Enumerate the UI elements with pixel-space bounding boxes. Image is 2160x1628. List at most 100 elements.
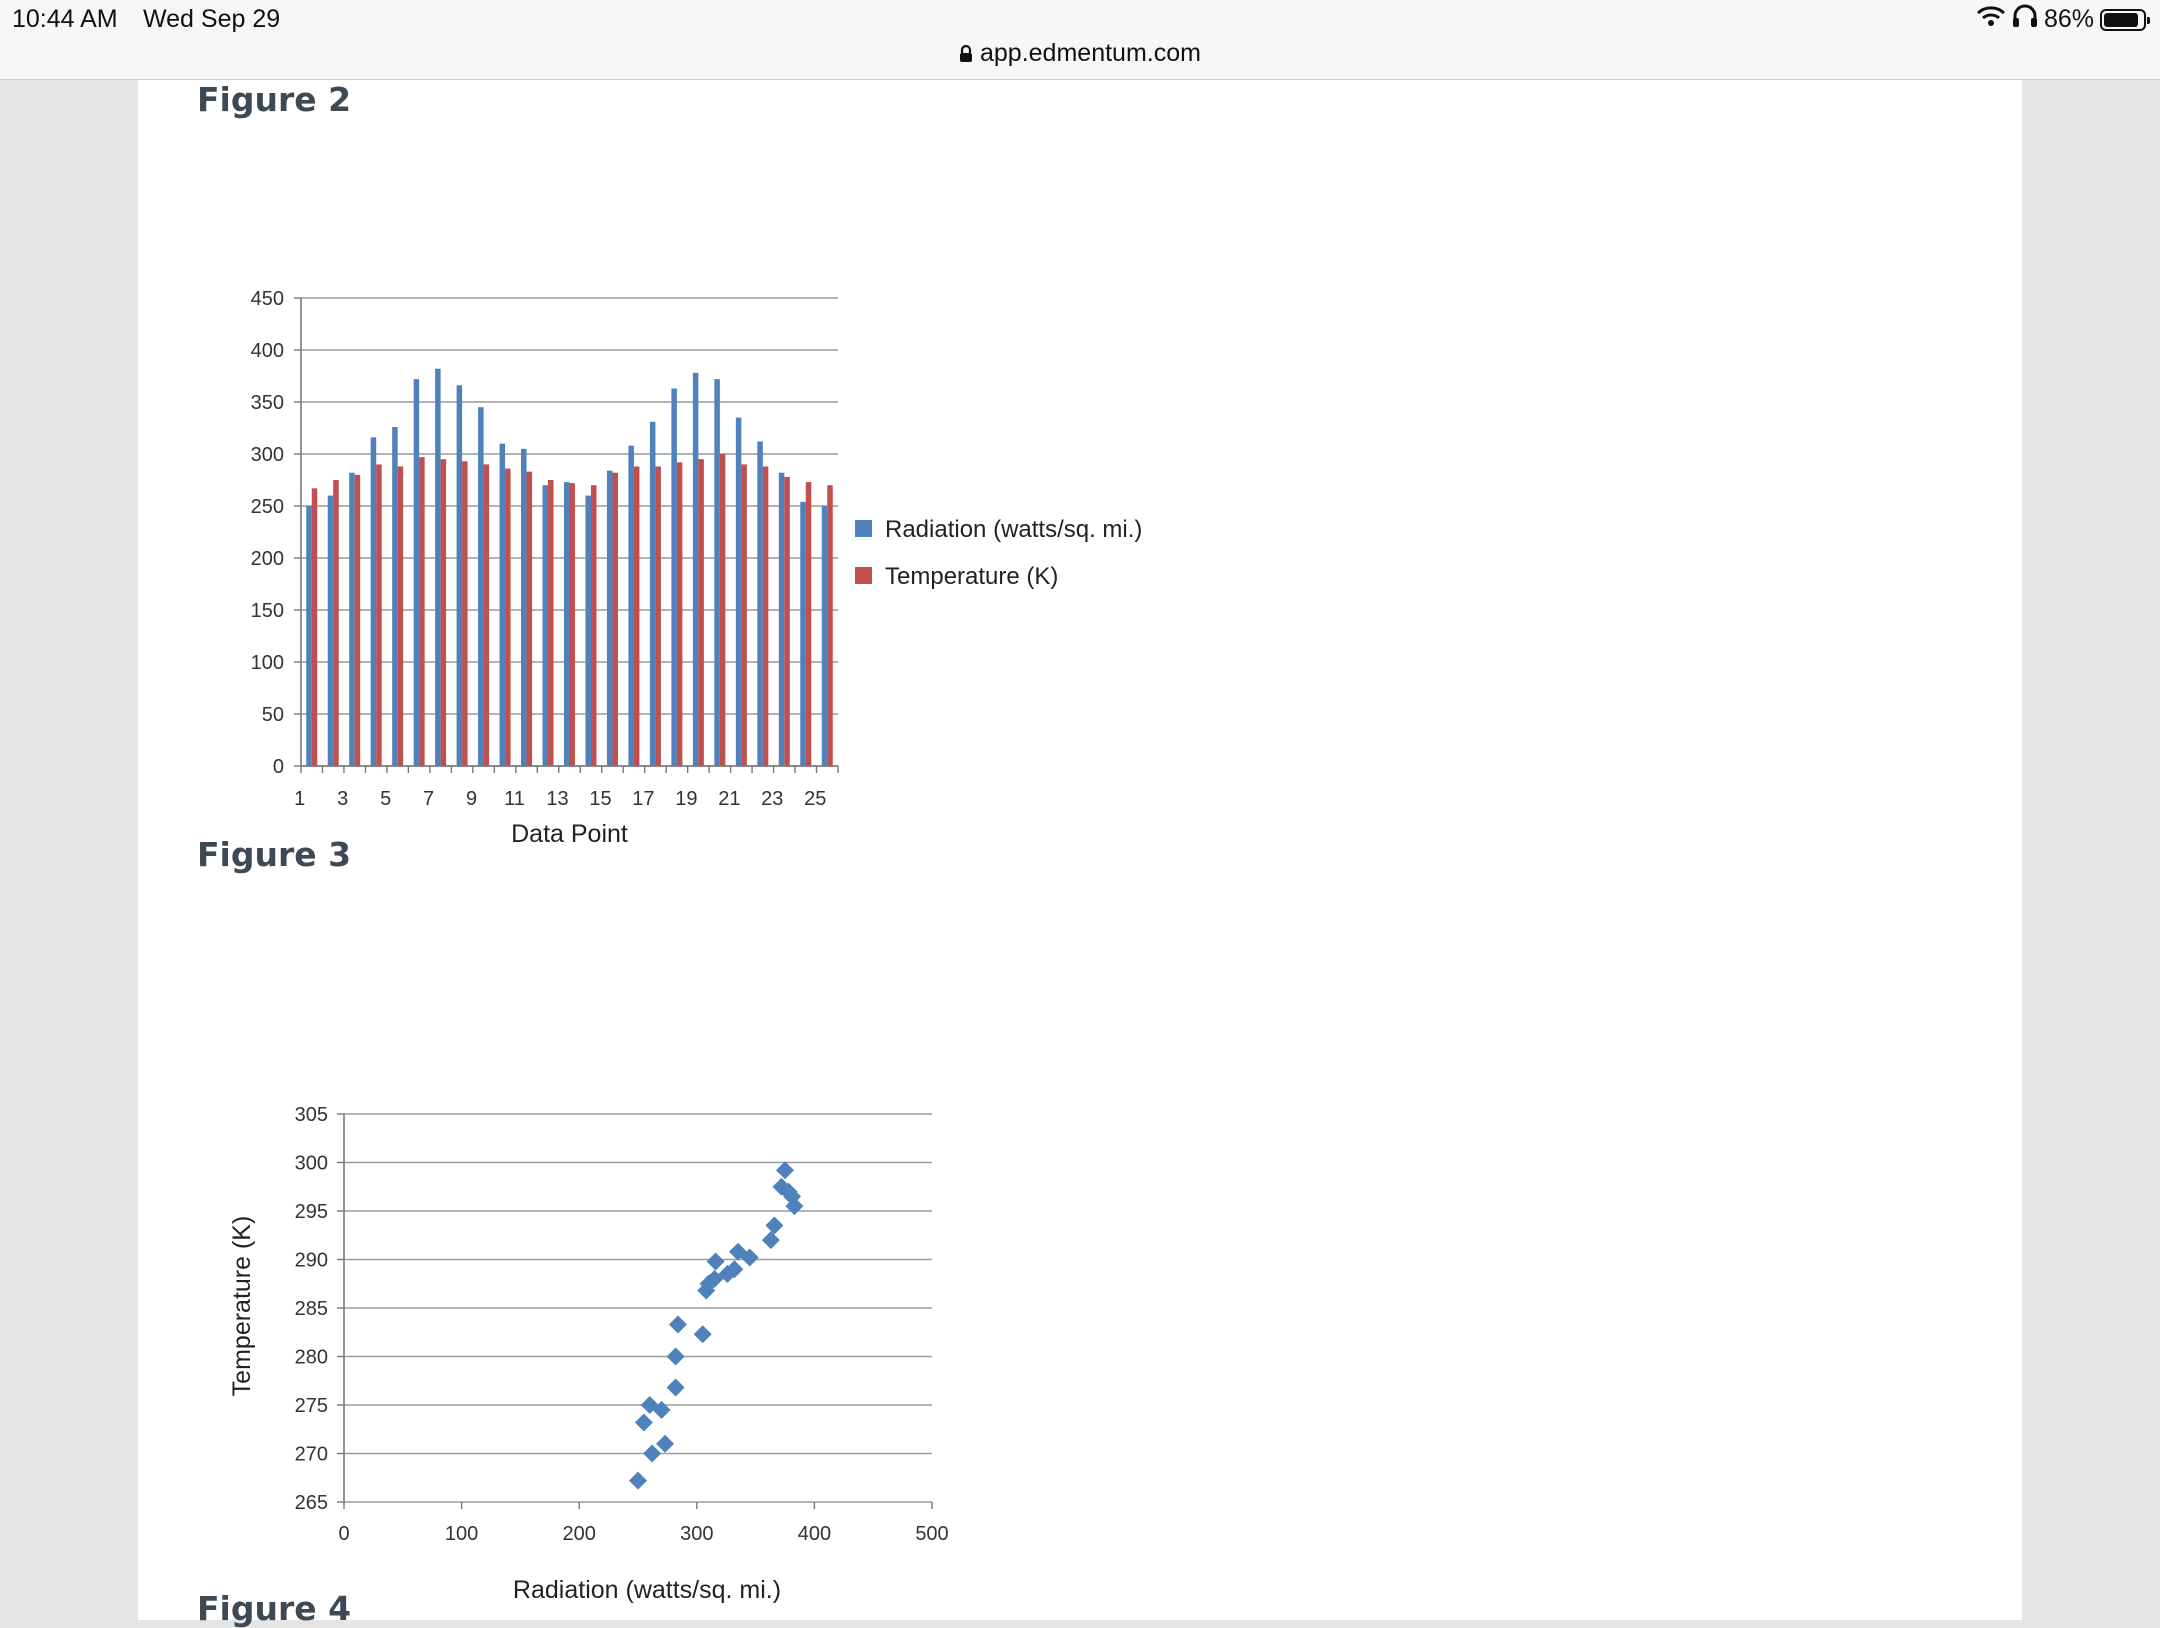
x-tick-label: 1 bbox=[294, 788, 305, 810]
bar bbox=[633, 466, 640, 766]
x-tick-label: 13 bbox=[546, 788, 568, 810]
bar bbox=[606, 470, 613, 766]
bar bbox=[590, 485, 597, 766]
x-tick-label: 400 bbox=[798, 1523, 831, 1545]
bar bbox=[419, 457, 425, 766]
bar bbox=[671, 388, 677, 766]
y-tick-label: 150 bbox=[251, 600, 284, 622]
bar bbox=[505, 468, 511, 766]
scatter-point bbox=[765, 1216, 784, 1235]
y-tick-label: 50 bbox=[262, 704, 284, 726]
x-tick-label: 5 bbox=[380, 788, 391, 810]
battery-percent: 86% bbox=[2043, 5, 2094, 33]
figure-3-title: Figure 3 bbox=[197, 835, 352, 874]
scatter-point bbox=[761, 1231, 780, 1250]
legend-label: Radiation (watts/sq. mi.) bbox=[885, 516, 1142, 543]
bar bbox=[397, 466, 404, 766]
x-axis-title: Data Point bbox=[511, 820, 628, 848]
x-tick-label: 21 bbox=[718, 788, 740, 810]
y-tick-label: 300 bbox=[251, 444, 284, 466]
scatter-point bbox=[643, 1444, 662, 1463]
x-tick-label: 25 bbox=[804, 788, 826, 810]
bar bbox=[628, 445, 634, 766]
scatter-point bbox=[629, 1471, 647, 1490]
y-tick-label: 400 bbox=[251, 340, 284, 362]
figure-2-title: Figure 2 bbox=[197, 80, 352, 119]
bar bbox=[311, 488, 318, 766]
x-tick-label: 200 bbox=[563, 1523, 596, 1545]
bar bbox=[612, 472, 618, 766]
y-tick-label: 300 bbox=[295, 1153, 328, 1175]
x-tick-label: 23 bbox=[761, 788, 783, 810]
y-tick-label: 100 bbox=[251, 652, 284, 674]
bar bbox=[521, 448, 527, 766]
figure-4-title: Figure 4 bbox=[197, 1589, 352, 1628]
bar bbox=[784, 476, 790, 766]
lock-icon bbox=[959, 39, 980, 67]
y-tick-label: 250 bbox=[251, 496, 284, 518]
status-bar: 10:44 AM Wed Sep 29 86% app.edme bbox=[0, 0, 2160, 80]
x-axis-title: Radiation (watts/sq. mi.) bbox=[513, 1576, 781, 1604]
bar bbox=[569, 483, 575, 766]
x-tick-label: 19 bbox=[675, 788, 697, 810]
x-tick-label: 17 bbox=[632, 788, 654, 810]
scatter-point bbox=[666, 1347, 685, 1366]
bar bbox=[478, 407, 484, 766]
status-indicators: 86% bbox=[1976, 4, 2150, 35]
bar bbox=[413, 379, 420, 766]
y-tick-label: 0 bbox=[273, 756, 284, 778]
x-tick-label: 3 bbox=[337, 788, 348, 810]
bar bbox=[714, 379, 720, 766]
scatter-point bbox=[656, 1434, 675, 1453]
bar bbox=[821, 506, 828, 766]
bar bbox=[698, 459, 704, 766]
y-tick-label: 285 bbox=[295, 1298, 328, 1320]
bar bbox=[462, 461, 468, 766]
status-date: Wed Sep 29 bbox=[143, 5, 281, 33]
y-tick-label: 265 bbox=[295, 1492, 328, 1514]
scatter-point bbox=[776, 1161, 794, 1180]
x-tick-label: 300 bbox=[680, 1523, 713, 1545]
bar bbox=[435, 368, 441, 766]
bar bbox=[649, 421, 656, 766]
page-content: Figure 2 0 50 100 150 200 250 300 350 400 450 1 3 5 7… bbox=[138, 80, 2022, 1628]
bar bbox=[499, 443, 506, 766]
x-tick-label: 15 bbox=[589, 788, 611, 810]
bar bbox=[542, 485, 549, 766]
bar bbox=[757, 441, 763, 766]
scatter-point bbox=[668, 1315, 687, 1334]
bar bbox=[805, 482, 812, 766]
y-tick-label: 290 bbox=[295, 1250, 328, 1272]
bar bbox=[440, 459, 447, 766]
bar bbox=[655, 466, 661, 766]
bar bbox=[800, 501, 806, 766]
bar bbox=[306, 506, 312, 766]
scatter-point bbox=[634, 1413, 653, 1432]
bar bbox=[564, 482, 570, 766]
legend-label: Temperature (K) bbox=[885, 563, 1058, 590]
legend-swatch bbox=[855, 520, 872, 537]
url-text: app.edmentum.com bbox=[980, 39, 1201, 67]
wifi-icon bbox=[1976, 4, 2006, 35]
x-tick-label: 9 bbox=[466, 788, 477, 810]
bar bbox=[456, 385, 463, 766]
bar bbox=[354, 474, 361, 766]
status-time: 10:44 AM bbox=[12, 5, 118, 33]
y-axis-title: Temperature (K) bbox=[228, 1216, 256, 1397]
x-tick-label: 7 bbox=[423, 788, 434, 810]
scatter-chart: 265 270 275 280 285 290 295 300 305 0 100 200 300 400… bbox=[228, 1104, 949, 1604]
scatter-point bbox=[706, 1252, 725, 1271]
legend-swatch bbox=[855, 567, 872, 584]
bar bbox=[762, 466, 769, 766]
bar bbox=[676, 462, 683, 766]
bar bbox=[327, 495, 334, 766]
bar bbox=[349, 472, 355, 766]
address-bar[interactable]: app.edmentum.com bbox=[0, 39, 2160, 68]
bar bbox=[741, 464, 747, 766]
scatter-point bbox=[740, 1248, 759, 1267]
bar bbox=[585, 495, 591, 766]
bar bbox=[392, 426, 398, 766]
y-tick-label: 450 bbox=[251, 288, 284, 310]
scatter-point bbox=[785, 1197, 804, 1216]
